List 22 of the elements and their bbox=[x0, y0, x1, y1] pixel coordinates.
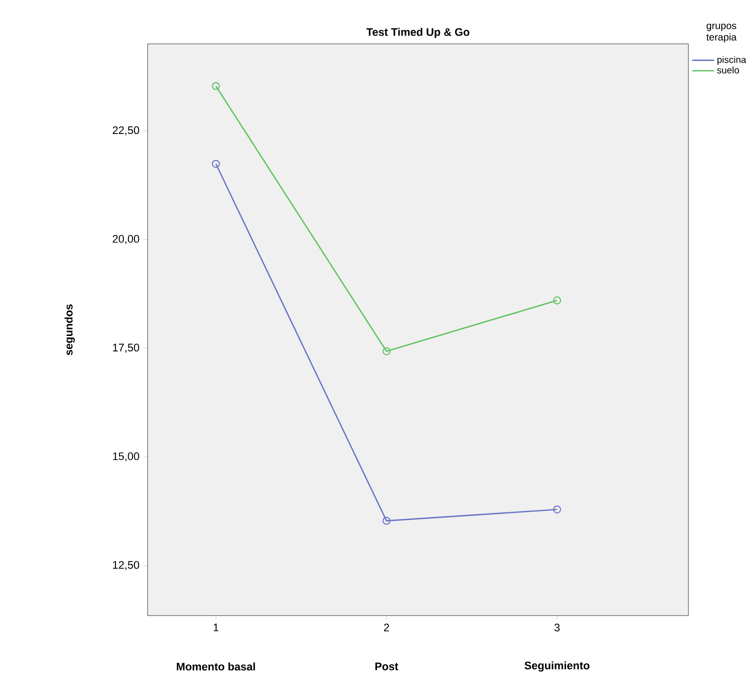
x-tick-label: 2 bbox=[384, 623, 389, 632]
text: Post bbox=[375, 662, 398, 670]
legend-label: piscina bbox=[717, 56, 746, 65]
point bbox=[212, 82, 220, 90]
y-tick-label: 20,00 bbox=[112, 234, 140, 244]
point bbox=[382, 347, 390, 356]
point bbox=[553, 296, 562, 304]
y-tick-label: 12,50 bbox=[113, 560, 140, 570]
point bbox=[382, 516, 390, 525]
y-tick-label: 22,50 bbox=[112, 126, 140, 136]
legend-title: grupos terapia bbox=[706, 24, 737, 42]
y-tick-label: 15,00 bbox=[113, 452, 140, 462]
chart-title: Test Timed Up & Go bbox=[366, 28, 470, 38]
point bbox=[212, 160, 220, 168]
x-tick-label: 3 bbox=[554, 623, 560, 632]
y-axis-title: segundos bbox=[64, 304, 75, 355]
y-tick-label: 17,50 bbox=[113, 343, 140, 353]
text: Momento basal bbox=[176, 662, 255, 670]
legend-label: suelo bbox=[717, 66, 740, 74]
point bbox=[553, 505, 562, 514]
text: Seguimiento bbox=[524, 661, 590, 672]
x-tick-label: 1 bbox=[214, 623, 218, 631]
